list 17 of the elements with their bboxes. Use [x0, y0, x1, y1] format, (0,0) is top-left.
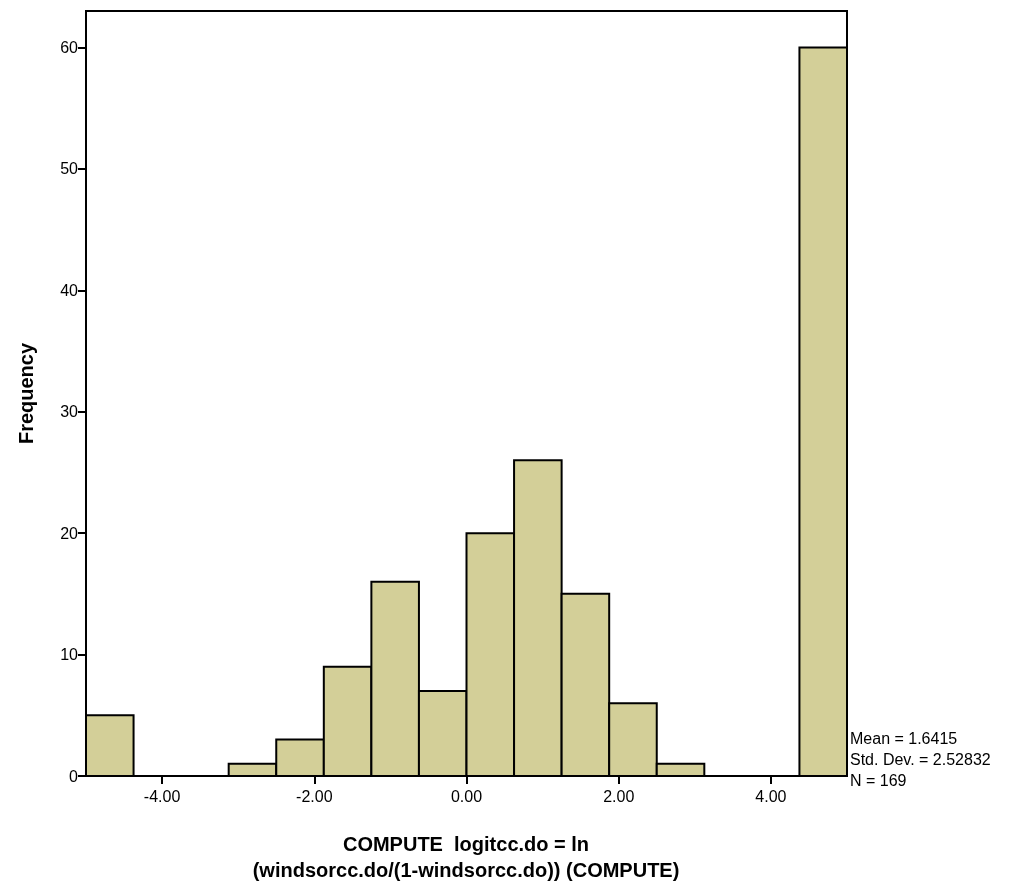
x-tick-label: 0.00: [450, 787, 483, 805]
y-axis-title: Frequency: [15, 342, 37, 445]
text: N = 169: [850, 772, 907, 789]
y-tick-label: 10: [60, 646, 79, 664]
x-tick-label: -2.00: [296, 787, 333, 805]
y-tick-label: 30: [60, 403, 79, 421]
y-tick-label: 0: [69, 767, 79, 785]
x-tick-label: 4.00: [755, 787, 787, 805]
x-axis-title: COMPUTE logitcc.do = ln (windsorcc.do/(1-windsorcc.do)) (COMPUTE): [252, 833, 680, 881]
y-tick-label: 60: [60, 38, 79, 56]
y-tick-label: 20: [60, 524, 79, 542]
text: Std. Dev. = 2.52832: [850, 751, 991, 768]
y-tick-label: 40: [60, 281, 79, 299]
text: Mean = 1.6415: [850, 730, 958, 747]
x-tick-label: 2.00: [603, 787, 635, 805]
y-tick-label: 50: [60, 160, 79, 178]
x-tick-label: -4.00: [143, 787, 181, 805]
